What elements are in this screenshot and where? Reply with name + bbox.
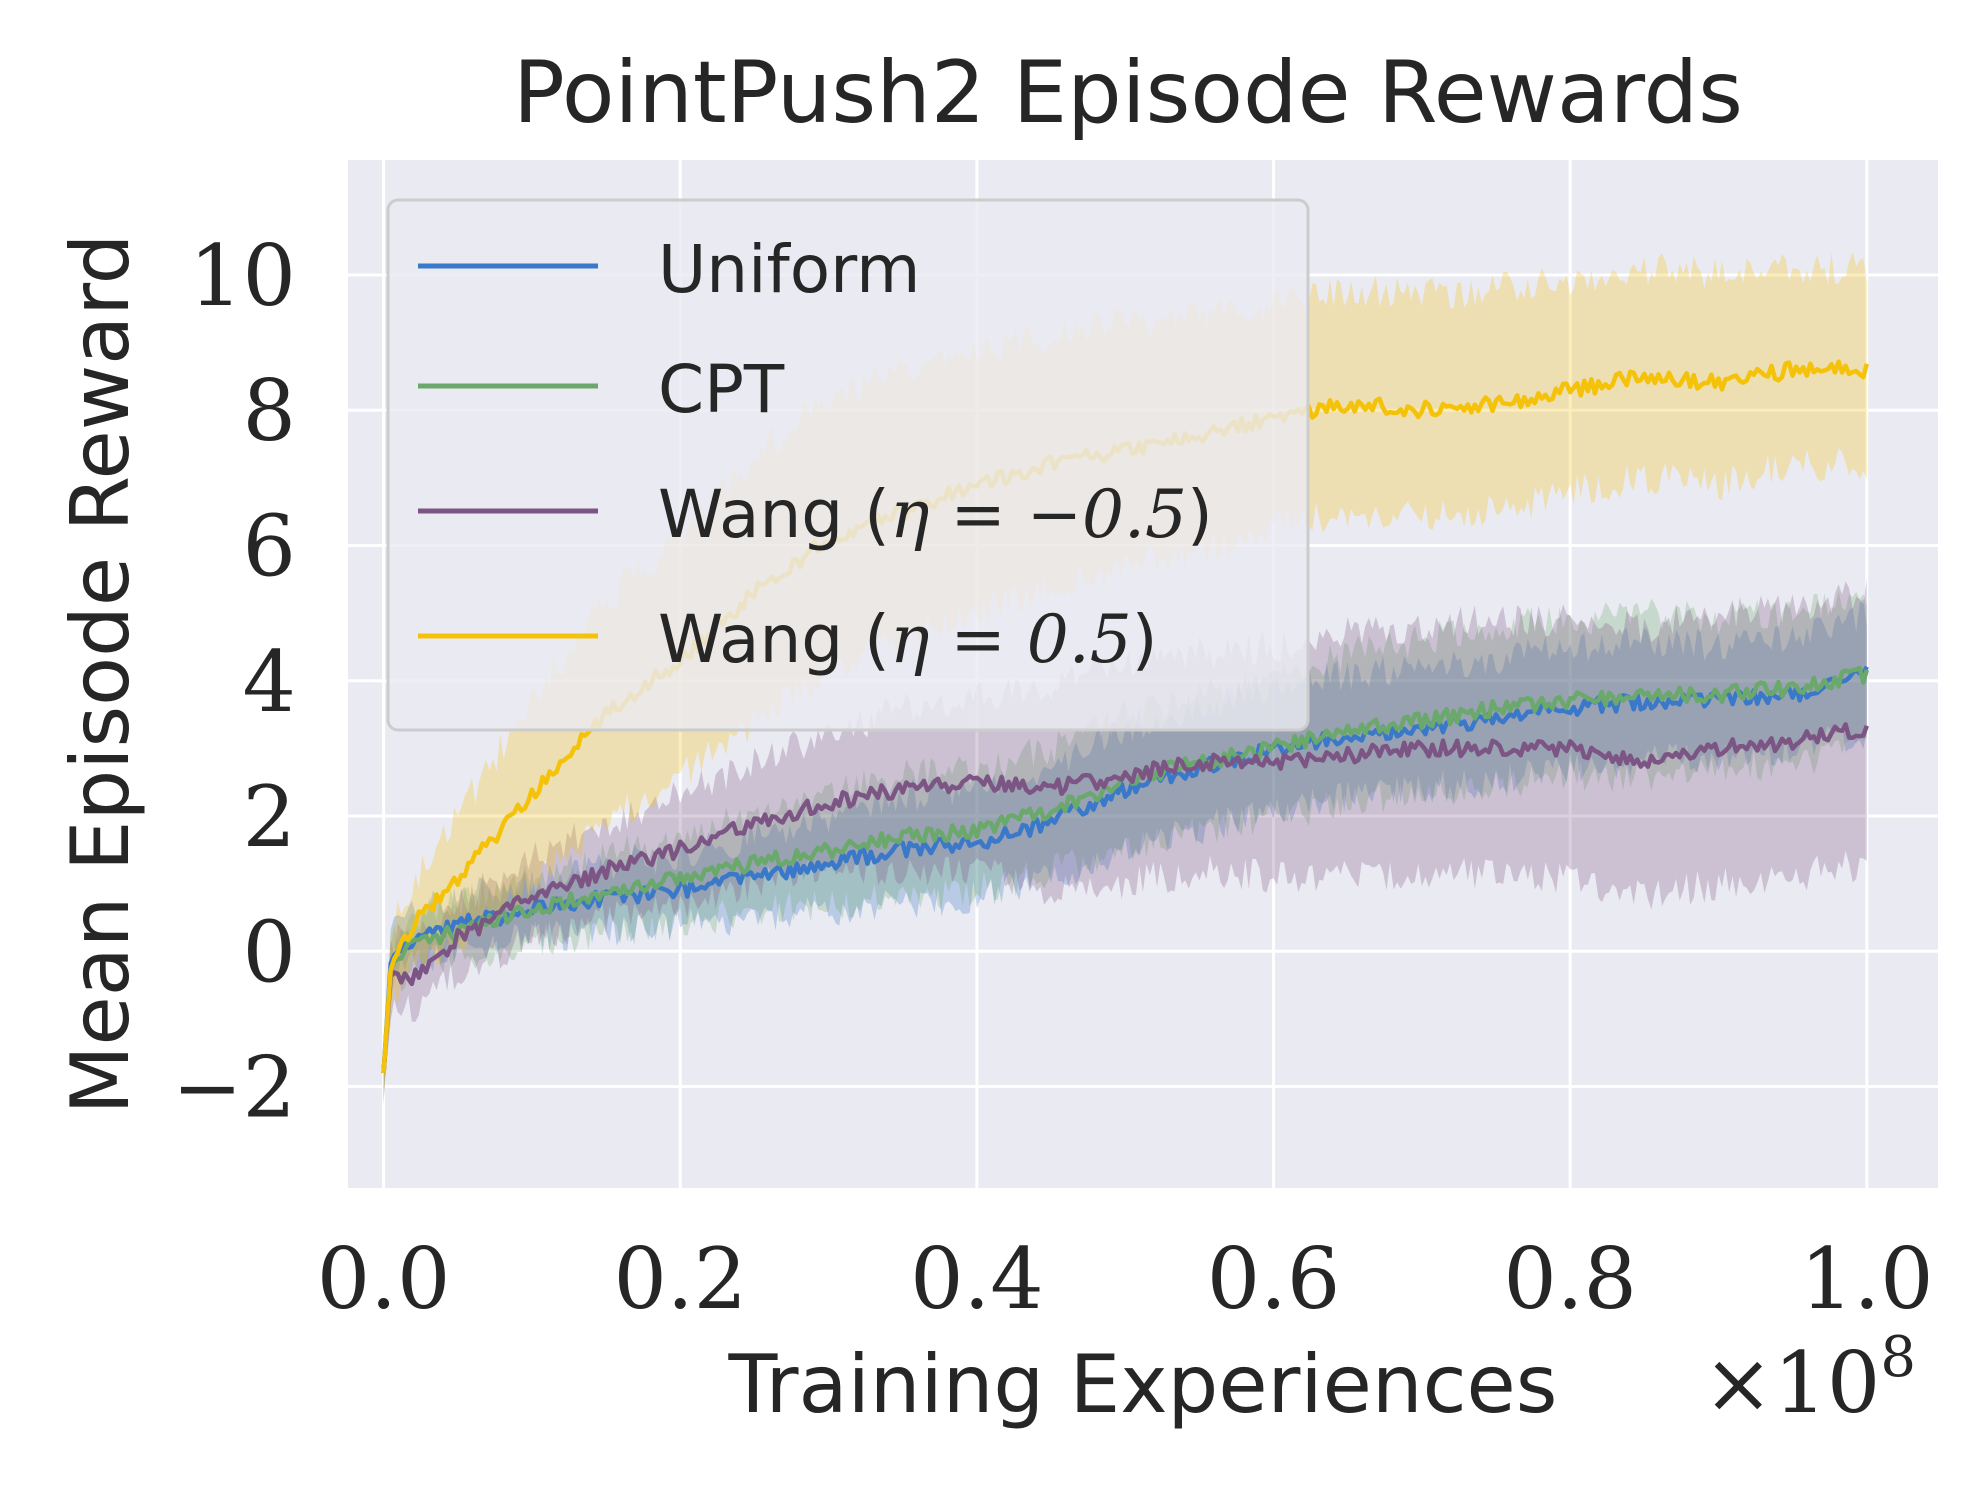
legend-label: Wang (η = 0.5) <box>658 601 1157 678</box>
legend-label: CPT <box>658 351 785 428</box>
x-tick-label: 1.0 <box>1800 1230 1934 1328</box>
legend-label: Wang (η = −0.5) <box>658 476 1213 553</box>
legend-label-text: CPT <box>658 351 785 428</box>
y-tick-label: 2 <box>243 768 296 866</box>
x-axis-multiplier-base: ×10 <box>1703 1334 1880 1432</box>
x-axis-label: Training Experiences <box>728 1338 1558 1431</box>
y-axis-label: Mean Episode Reward <box>54 234 147 1115</box>
x-tick-label: 0.8 <box>1503 1230 1637 1328</box>
legend-label-close: ) <box>1187 476 1213 553</box>
series-band <box>383 598 1867 1106</box>
x-tick-labels: 0.0 0.2 0.4 0.6 0.8 1.0 <box>317 1230 1934 1328</box>
x-axis-multiplier-exp: 8 <box>1880 1325 1916 1390</box>
y-tick-label: 10 <box>189 227 296 325</box>
x-tick-label: 0.4 <box>910 1230 1044 1328</box>
y-tick-label: 6 <box>243 498 296 596</box>
y-tick-labels: −2 0 2 4 6 8 10 <box>172 227 296 1137</box>
legend-box <box>386 198 1310 732</box>
legend-label-math: η = 0.5 <box>890 601 1132 678</box>
legend-label: Uniform <box>658 231 920 308</box>
legend-label-math: η = −0.5 <box>890 476 1187 553</box>
x-tick-label: 0.6 <box>1207 1230 1341 1328</box>
legend-label-text: Uniform <box>658 231 920 308</box>
legend-label-text: Wang ( <box>658 601 890 678</box>
legend-label-close: ) <box>1132 601 1158 678</box>
y-tick-label: 8 <box>243 362 296 460</box>
y-tick-label: −2 <box>172 1039 296 1137</box>
y-tick-label: 4 <box>243 633 296 731</box>
x-tick-label: 0.2 <box>613 1230 747 1328</box>
y-tick-label: 0 <box>243 903 296 1001</box>
chart-title: PointPush2 Episode Rewards <box>513 43 1743 143</box>
legend-label-text: Wang ( <box>658 476 890 553</box>
x-axis-multiplier: ×108 <box>1703 1325 1916 1432</box>
x-tick-label: 0.0 <box>317 1230 451 1328</box>
series-line <box>381 722 1869 1074</box>
